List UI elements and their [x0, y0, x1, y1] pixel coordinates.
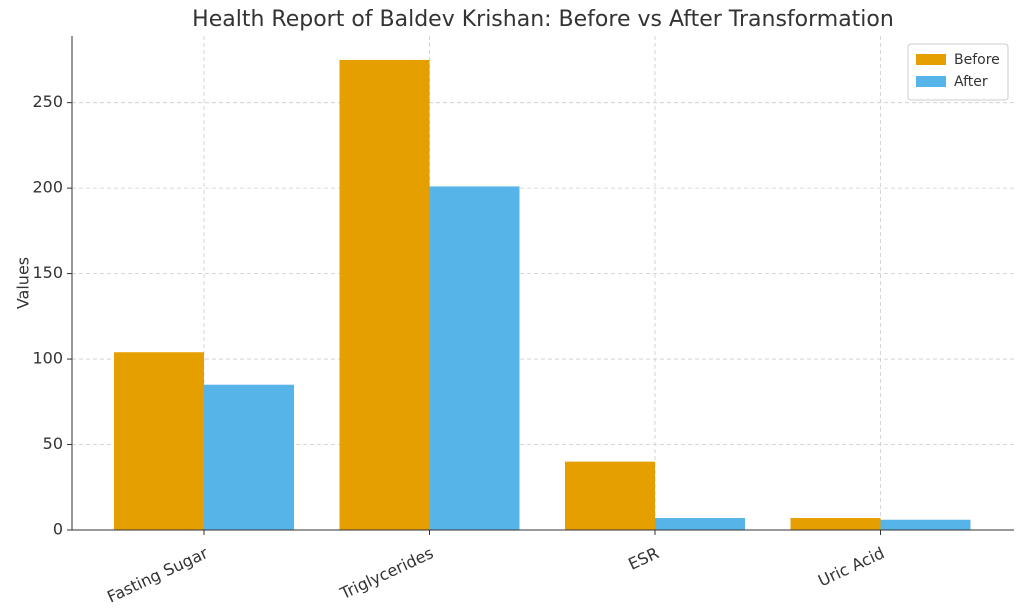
- bar: [790, 518, 881, 530]
- bar: [339, 59, 430, 531]
- legend-swatch: [916, 54, 946, 65]
- y-tick-label: 0: [53, 520, 63, 539]
- y-axis-label: Values: [14, 257, 33, 309]
- bar: [565, 461, 655, 530]
- x-tick-label: ESR: [625, 543, 661, 573]
- x-tick-label: Uric Acid: [815, 543, 887, 590]
- legend-swatch: [916, 76, 946, 87]
- legend-label: After: [954, 74, 988, 90]
- x-tick-label: Triglycerides: [336, 543, 436, 603]
- x-tick-label: Fasting Sugar: [104, 543, 211, 606]
- legend-label: Before: [954, 52, 1000, 68]
- bar: [429, 186, 520, 530]
- y-tick-label: 200: [32, 178, 63, 197]
- y-tick-label: 50: [43, 434, 63, 453]
- y-tick-label: 150: [32, 263, 63, 282]
- chart-title: Health Report of Baldev Krishan: Before …: [192, 7, 894, 32]
- bar: [880, 519, 971, 530]
- y-tick-label: 100: [32, 349, 63, 368]
- y-tick-label: 250: [32, 92, 63, 111]
- bar: [204, 384, 294, 530]
- legend: Before After: [907, 43, 1009, 101]
- bar: [114, 352, 204, 530]
- bar: [655, 518, 745, 530]
